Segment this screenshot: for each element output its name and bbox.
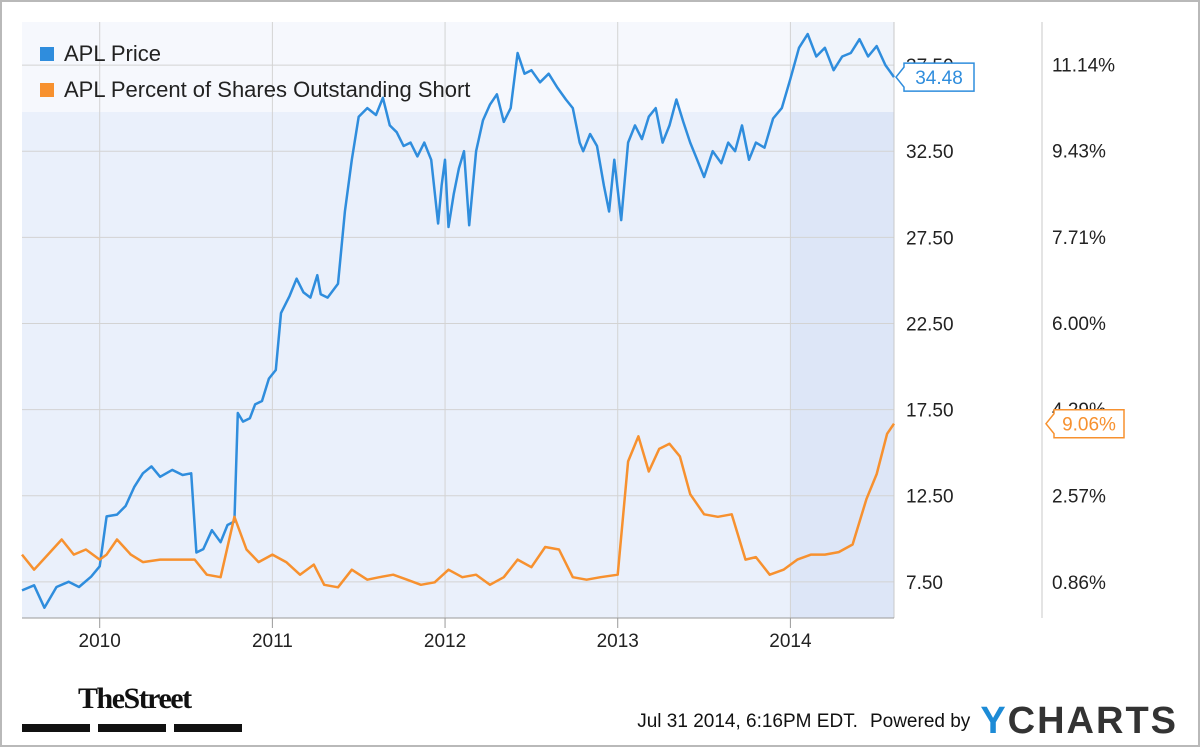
left-axis-tick-label: 22.50 <box>906 314 954 335</box>
legend-label-price: APL Price <box>64 41 162 66</box>
legend-backdrop <box>22 22 894 112</box>
x-axis-tick-label: 2013 <box>597 631 639 652</box>
ycharts-logo-y: Y <box>980 700 1008 742</box>
legend-item-price[interactable]: APL Price <box>40 36 470 72</box>
footer-timestamp: Jul 31 2014, 6:16PM EDT. <box>637 710 858 732</box>
callout-value: 9.06% <box>1062 415 1116 436</box>
right-axis-tick-label: 11.14% <box>1052 55 1115 76</box>
left-axis-tick-label: 27.50 <box>906 228 954 249</box>
legend-swatch-price <box>40 47 54 61</box>
left-axis-tick-label: 32.50 <box>906 142 954 163</box>
x-axis-tick-label: 2011 <box>252 631 293 652</box>
legend-item-short[interactable]: APL Percent of Shares Outstanding Short <box>40 72 470 108</box>
x-axis-tick-label: 2010 <box>79 631 121 652</box>
logo-bar <box>98 724 166 732</box>
callout-value: 34.48 <box>915 68 963 89</box>
callout-box <box>895 62 975 92</box>
right-axis-tick-label: 2.57% <box>1052 487 1106 508</box>
legend: APL Price APL Percent of Shares Outstand… <box>40 36 470 108</box>
right-axis-tick-label: 7.71% <box>1052 228 1106 249</box>
last-value-callout-short: 9.06% <box>1045 408 1125 439</box>
ycharts-logo[interactable]: YCHARTS <box>980 700 1178 743</box>
callout-box <box>1045 408 1125 439</box>
plot-area <box>22 22 894 618</box>
left-axis-tick-label: 12.50 <box>906 487 954 508</box>
x-axis-tick-label: 2014 <box>769 631 812 652</box>
right-axis-tick-label: 0.86% <box>1052 573 1106 594</box>
left-axis-tick-label: 17.50 <box>906 401 954 422</box>
logo-text: TheStreet <box>78 682 192 715</box>
legend-label-short: APL Percent of Shares Outstanding Short <box>64 77 471 102</box>
x-axis-tick-label: 2012 <box>424 631 466 652</box>
logo-bar <box>174 724 242 732</box>
legend-swatch-short <box>40 83 54 97</box>
series-line-price[interactable] <box>21 32 896 609</box>
left-axis-tick-label: 7.50 <box>906 573 943 594</box>
right-axis-tick-label: 9.43% <box>1052 141 1106 162</box>
right-axis-tick-label: 6.00% <box>1052 314 1106 335</box>
last-value-callout-price: 34.48 <box>895 62 975 92</box>
ycharts-logo-rest: CHARTS <box>1007 700 1178 742</box>
recent-period-band <box>790 22 894 618</box>
logo-bar <box>22 724 90 732</box>
footer: Jul 31 2014, 6:16PM EDT. Powered by YCHA… <box>637 700 1178 743</box>
series-line-short[interactable] <box>21 422 896 589</box>
footer-powered-by: Powered by <box>869 710 971 732</box>
